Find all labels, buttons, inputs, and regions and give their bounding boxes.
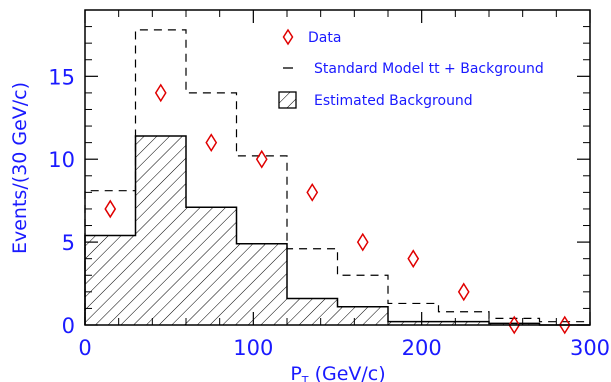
- data-point-1: [154, 83, 167, 103]
- data-point-0: [104, 199, 117, 219]
- x-tick-label-3: 300: [570, 336, 610, 360]
- background-bar-5: [337, 306, 388, 325]
- x-axis-title: PT (GeV/c): [290, 363, 385, 382]
- y-tick-label-1: 5: [62, 231, 75, 255]
- legend-background-label: Estimated Background: [314, 93, 473, 109]
- data-point-2: [205, 133, 218, 153]
- legend-sm-label: Standard Model tt + Background: [314, 61, 544, 77]
- data-point-4: [306, 182, 319, 202]
- y-tick-label-0: 0: [62, 314, 75, 338]
- y-tick-label-2: 10: [48, 148, 75, 172]
- legend-data-label: Data: [308, 30, 341, 46]
- background-bar-1: [135, 136, 186, 325]
- x-tick-label-0: 0: [78, 336, 91, 360]
- background-bar-4: [287, 298, 338, 325]
- axes: 0 100 200 300 0 5 10 15 PT (GeV/c) Events/(30 GeV…: [9, 9, 610, 382]
- x-axis-title-main: P: [290, 363, 301, 382]
- legend-background-swatch: [278, 91, 297, 109]
- x-tick-label-2: 200: [402, 336, 442, 360]
- legend-data-marker: [282, 28, 294, 46]
- background-bar-8: [489, 323, 540, 325]
- x-axis-title-units: (GeV/c): [309, 363, 386, 382]
- plot-area: [84, 29, 591, 335]
- plot-frame: [84, 9, 591, 326]
- y-axis-title: Events/(30 GeV/c): [9, 82, 31, 254]
- data-point-6: [407, 249, 420, 269]
- data-point-9: [558, 315, 571, 335]
- x-axis-title-subscript: T: [301, 374, 309, 382]
- y-tick-label-3: 15: [48, 65, 75, 89]
- data-point-8: [508, 315, 521, 335]
- data-point-3: [255, 149, 268, 169]
- background-bar-2: [186, 207, 237, 325]
- background-bar-7: [438, 321, 489, 325]
- background-bar-3: [236, 243, 287, 325]
- background-bar-0: [85, 235, 136, 325]
- data-point-7: [457, 282, 470, 302]
- background-bar-6: [388, 321, 439, 325]
- x-tick-label-1: 100: [233, 336, 273, 360]
- data-point-5: [356, 232, 369, 252]
- legend: Data Standard Model tt + Background Estima…: [278, 28, 544, 109]
